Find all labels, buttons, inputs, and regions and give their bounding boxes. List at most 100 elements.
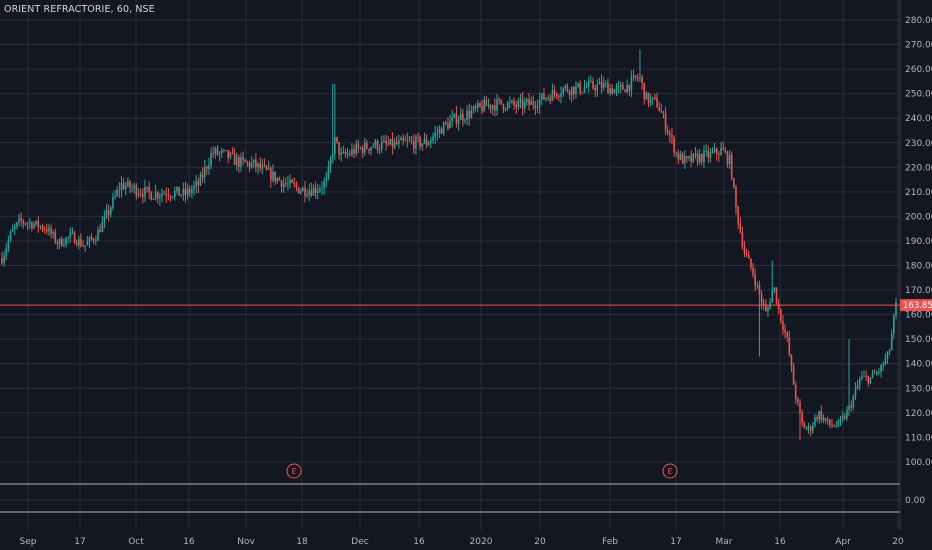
candle-body <box>135 185 138 196</box>
candle-body <box>645 92 648 100</box>
candle-body <box>334 136 336 155</box>
candle-body <box>216 148 219 155</box>
candle-body <box>276 178 279 182</box>
candle-body <box>43 229 46 231</box>
price-axis[interactable]: 280.00 270.00 260.00 250.00 240.00 230.00 220.… <box>900 16 932 506</box>
candle-body <box>338 141 340 156</box>
candle-body <box>596 84 599 91</box>
candle-body <box>297 187 300 194</box>
candle-body <box>562 88 564 94</box>
candle-body <box>474 106 477 108</box>
candle-body <box>274 171 276 182</box>
candle-body <box>165 193 168 196</box>
candle-body <box>555 93 558 97</box>
candle-body <box>831 425 833 426</box>
candle-body <box>698 154 701 163</box>
candle-body <box>739 223 742 232</box>
candle-body <box>545 97 547 100</box>
candle-body <box>649 98 652 104</box>
candle-body <box>33 223 35 229</box>
candle-body <box>824 417 827 421</box>
candle-body <box>553 89 556 94</box>
candle-body <box>707 150 710 158</box>
candle-body <box>340 152 343 156</box>
candle-body <box>835 425 838 427</box>
candle-body <box>380 142 383 149</box>
candle-body <box>843 416 846 419</box>
candle-body <box>519 99 522 102</box>
candle-body <box>1 258 3 264</box>
candle-body <box>491 105 494 109</box>
candle-body <box>310 190 313 196</box>
candle-body <box>479 103 481 107</box>
y-tick-label: 150.00 <box>905 335 932 345</box>
candle-body <box>120 183 123 191</box>
candle-body <box>487 104 490 106</box>
time-axis[interactable]: Sep 17 Oct 16 Nov 18 Dec 16 2020 20 Feb 17 Mar 16 Apr 2… <box>20 537 904 547</box>
candle-body <box>579 83 582 93</box>
candle-body <box>304 187 306 196</box>
candle-body <box>408 140 411 142</box>
candle-body <box>331 154 334 159</box>
candle-body <box>873 373 876 374</box>
candle-body <box>500 99 503 104</box>
y-tick-label: 240.00 <box>905 114 932 124</box>
candle-body <box>681 153 684 164</box>
candle-body <box>809 426 812 432</box>
candle-body <box>528 99 530 105</box>
candle-body <box>133 185 136 188</box>
candle-body <box>692 153 695 162</box>
y-tick-label: 250.00 <box>905 90 932 100</box>
candle-body <box>195 181 197 186</box>
candle-body <box>329 158 332 167</box>
candle-body <box>438 128 441 133</box>
candle-body <box>566 86 569 92</box>
candle-body <box>52 232 55 235</box>
candle-body <box>560 93 562 97</box>
candle-body <box>575 86 577 94</box>
candle-body <box>594 87 596 91</box>
candle-body <box>169 196 172 198</box>
candle-body <box>131 187 133 189</box>
candle-body <box>139 193 142 195</box>
candle-body <box>705 150 707 152</box>
x-tick-label: 17 <box>670 537 681 547</box>
candle-body <box>9 231 12 241</box>
candle-body <box>807 426 810 429</box>
candle-body <box>376 140 379 150</box>
candle-body <box>664 113 667 131</box>
candle-body <box>427 143 430 146</box>
candle-body <box>188 188 191 193</box>
candle-body <box>233 153 236 165</box>
candle-body <box>481 106 483 112</box>
candle-body <box>541 93 543 100</box>
candle-body <box>410 140 413 142</box>
candle-body <box>624 89 626 93</box>
candle-body <box>583 87 586 92</box>
candle-body <box>137 193 140 196</box>
candle-body <box>797 399 799 403</box>
x-tick-label: Sep <box>20 537 37 547</box>
candle-body <box>771 290 774 303</box>
y-tick-label: 120.00 <box>905 409 932 419</box>
candle-body <box>758 285 761 295</box>
candle-body <box>728 154 731 165</box>
candle-body <box>477 103 479 108</box>
candle-body <box>747 255 750 259</box>
candle-body <box>60 238 63 246</box>
candle-body <box>878 371 880 373</box>
candle-body <box>444 122 447 124</box>
candle-body <box>841 416 844 420</box>
candle-body <box>521 99 524 109</box>
x-tick-label: 20 <box>534 537 546 547</box>
candle-body <box>65 237 67 245</box>
candle-body <box>711 151 714 153</box>
candle-body <box>406 140 409 142</box>
candle-body <box>114 195 116 198</box>
x-tick-label: Apr <box>835 537 851 547</box>
x-tick-label: Mar <box>716 537 733 547</box>
candle-body <box>387 143 389 145</box>
candle-body <box>767 307 769 312</box>
